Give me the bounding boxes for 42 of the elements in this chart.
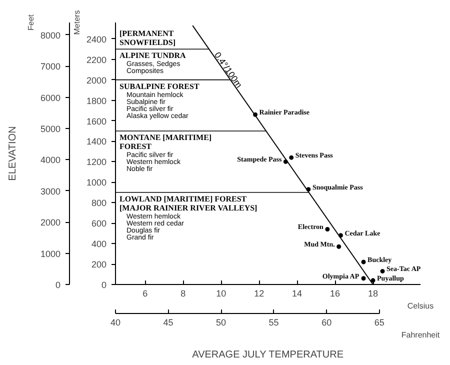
x2-tick-label: 50 [216,318,226,328]
y-tick-label: 200 [91,260,107,270]
x2-tick-label: 65 [374,318,384,328]
y-tick-label: 2000 [86,75,107,86]
y-tick-label: 1000 [86,178,107,188]
y2-tick-label: 8000 [40,30,61,40]
y2-tick-label: 2000 [40,218,61,228]
y2-tick-label: 5000 [40,124,61,134]
x-tick-label: 18 [368,288,378,298]
x2-tick-label: 45 [163,318,174,328]
text: AVERAGE JULY TEMPERATURE [192,350,344,360]
y2-tick-label: 7000 [40,62,61,72]
y-axis-title: Meters [72,10,82,35]
x-tick-label: 8 [180,288,186,298]
x-tick-label: 10 [216,288,226,298]
y-tick-label: 1800 [86,96,107,106]
y-tick-label: 0 [101,280,107,290]
y2-tick-label: 0 [55,280,61,290]
y-tick-label: 1600 [86,116,107,126]
y2-tick-label: 4000 [40,155,61,166]
text: ELEVATION [8,126,18,181]
x2-tick-label: 55 [268,318,279,328]
x-tick-label: 16 [330,288,340,298]
y2-tick-label: 3000 [40,186,61,196]
y2-tick-label: 1000 [40,248,61,259]
y-tick-label: 800 [91,198,107,208]
x-tick-label: 6 [142,288,148,298]
y-tick-label: 1400 [86,136,107,147]
y2-tick-label: 6000 [40,92,61,103]
x-axis-title: Celsius [407,302,434,310]
x2-tick-label: 40 [110,318,121,328]
y-tick-label: 2400 [86,34,107,44]
x-tick-label: 14 [292,288,302,298]
y-tick-label: 1200 [86,157,107,168]
y2-axis-title: Feet [26,14,36,31]
y-tick-label: 600 [91,218,107,229]
x2-tick-label: 60 [322,318,332,328]
y-tick-label: 400 [91,239,107,250]
y-tick-label: 2200 [86,54,107,65]
annotation: [PERMANENT SNOWFIELDS] [120,29,176,48]
x-tick-label: 12 [254,288,264,298]
x2-axis-title: Fahrenheit [401,330,440,340]
